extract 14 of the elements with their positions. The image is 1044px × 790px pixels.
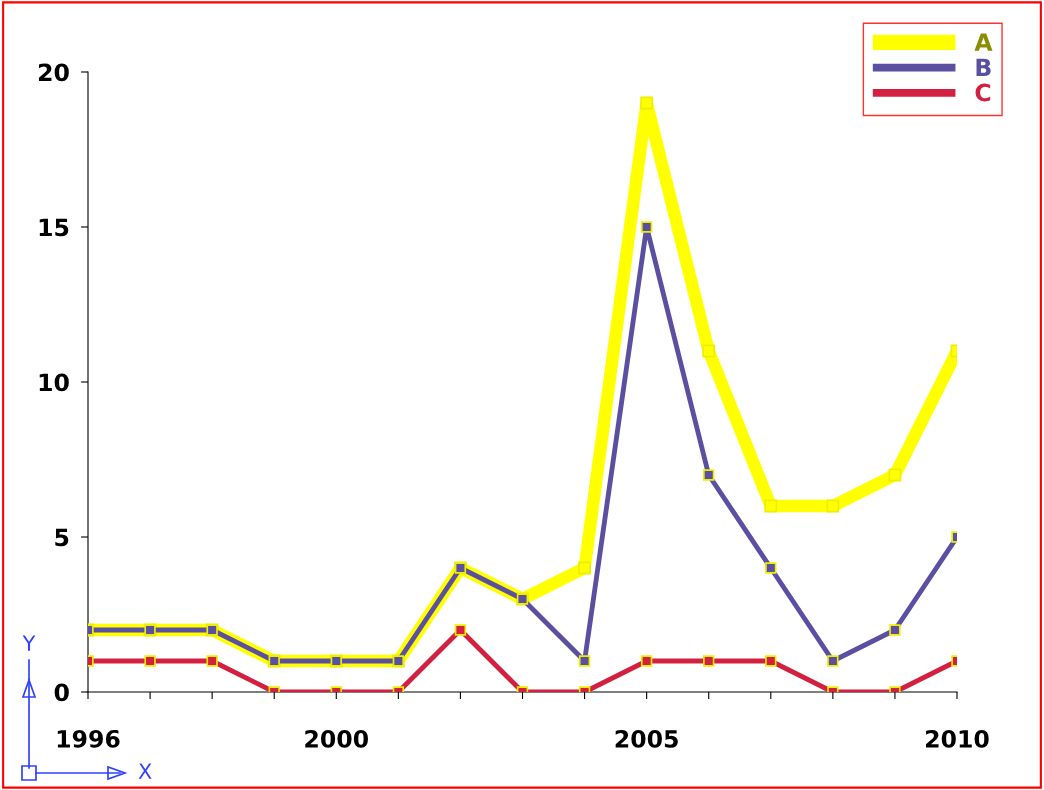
x-tick-label: 2005 xyxy=(615,729,678,748)
y-tick-label: 10 xyxy=(39,373,69,392)
text: X xyxy=(138,763,152,779)
legend-label: B xyxy=(976,58,991,76)
x-tick-label: 1996 xyxy=(57,729,120,748)
legend-label: A xyxy=(974,33,993,51)
x-tick-label: 2010 xyxy=(926,729,989,748)
y-tick-label: 0 xyxy=(54,683,69,702)
x-tick-label: 2000 xyxy=(305,729,369,748)
legend-label: C xyxy=(975,83,991,102)
y-tick-label: 20 xyxy=(38,63,69,82)
y-tick-label: 5 xyxy=(55,528,69,547)
text: Y xyxy=(22,635,36,651)
y-tick-label: 15 xyxy=(39,218,69,237)
